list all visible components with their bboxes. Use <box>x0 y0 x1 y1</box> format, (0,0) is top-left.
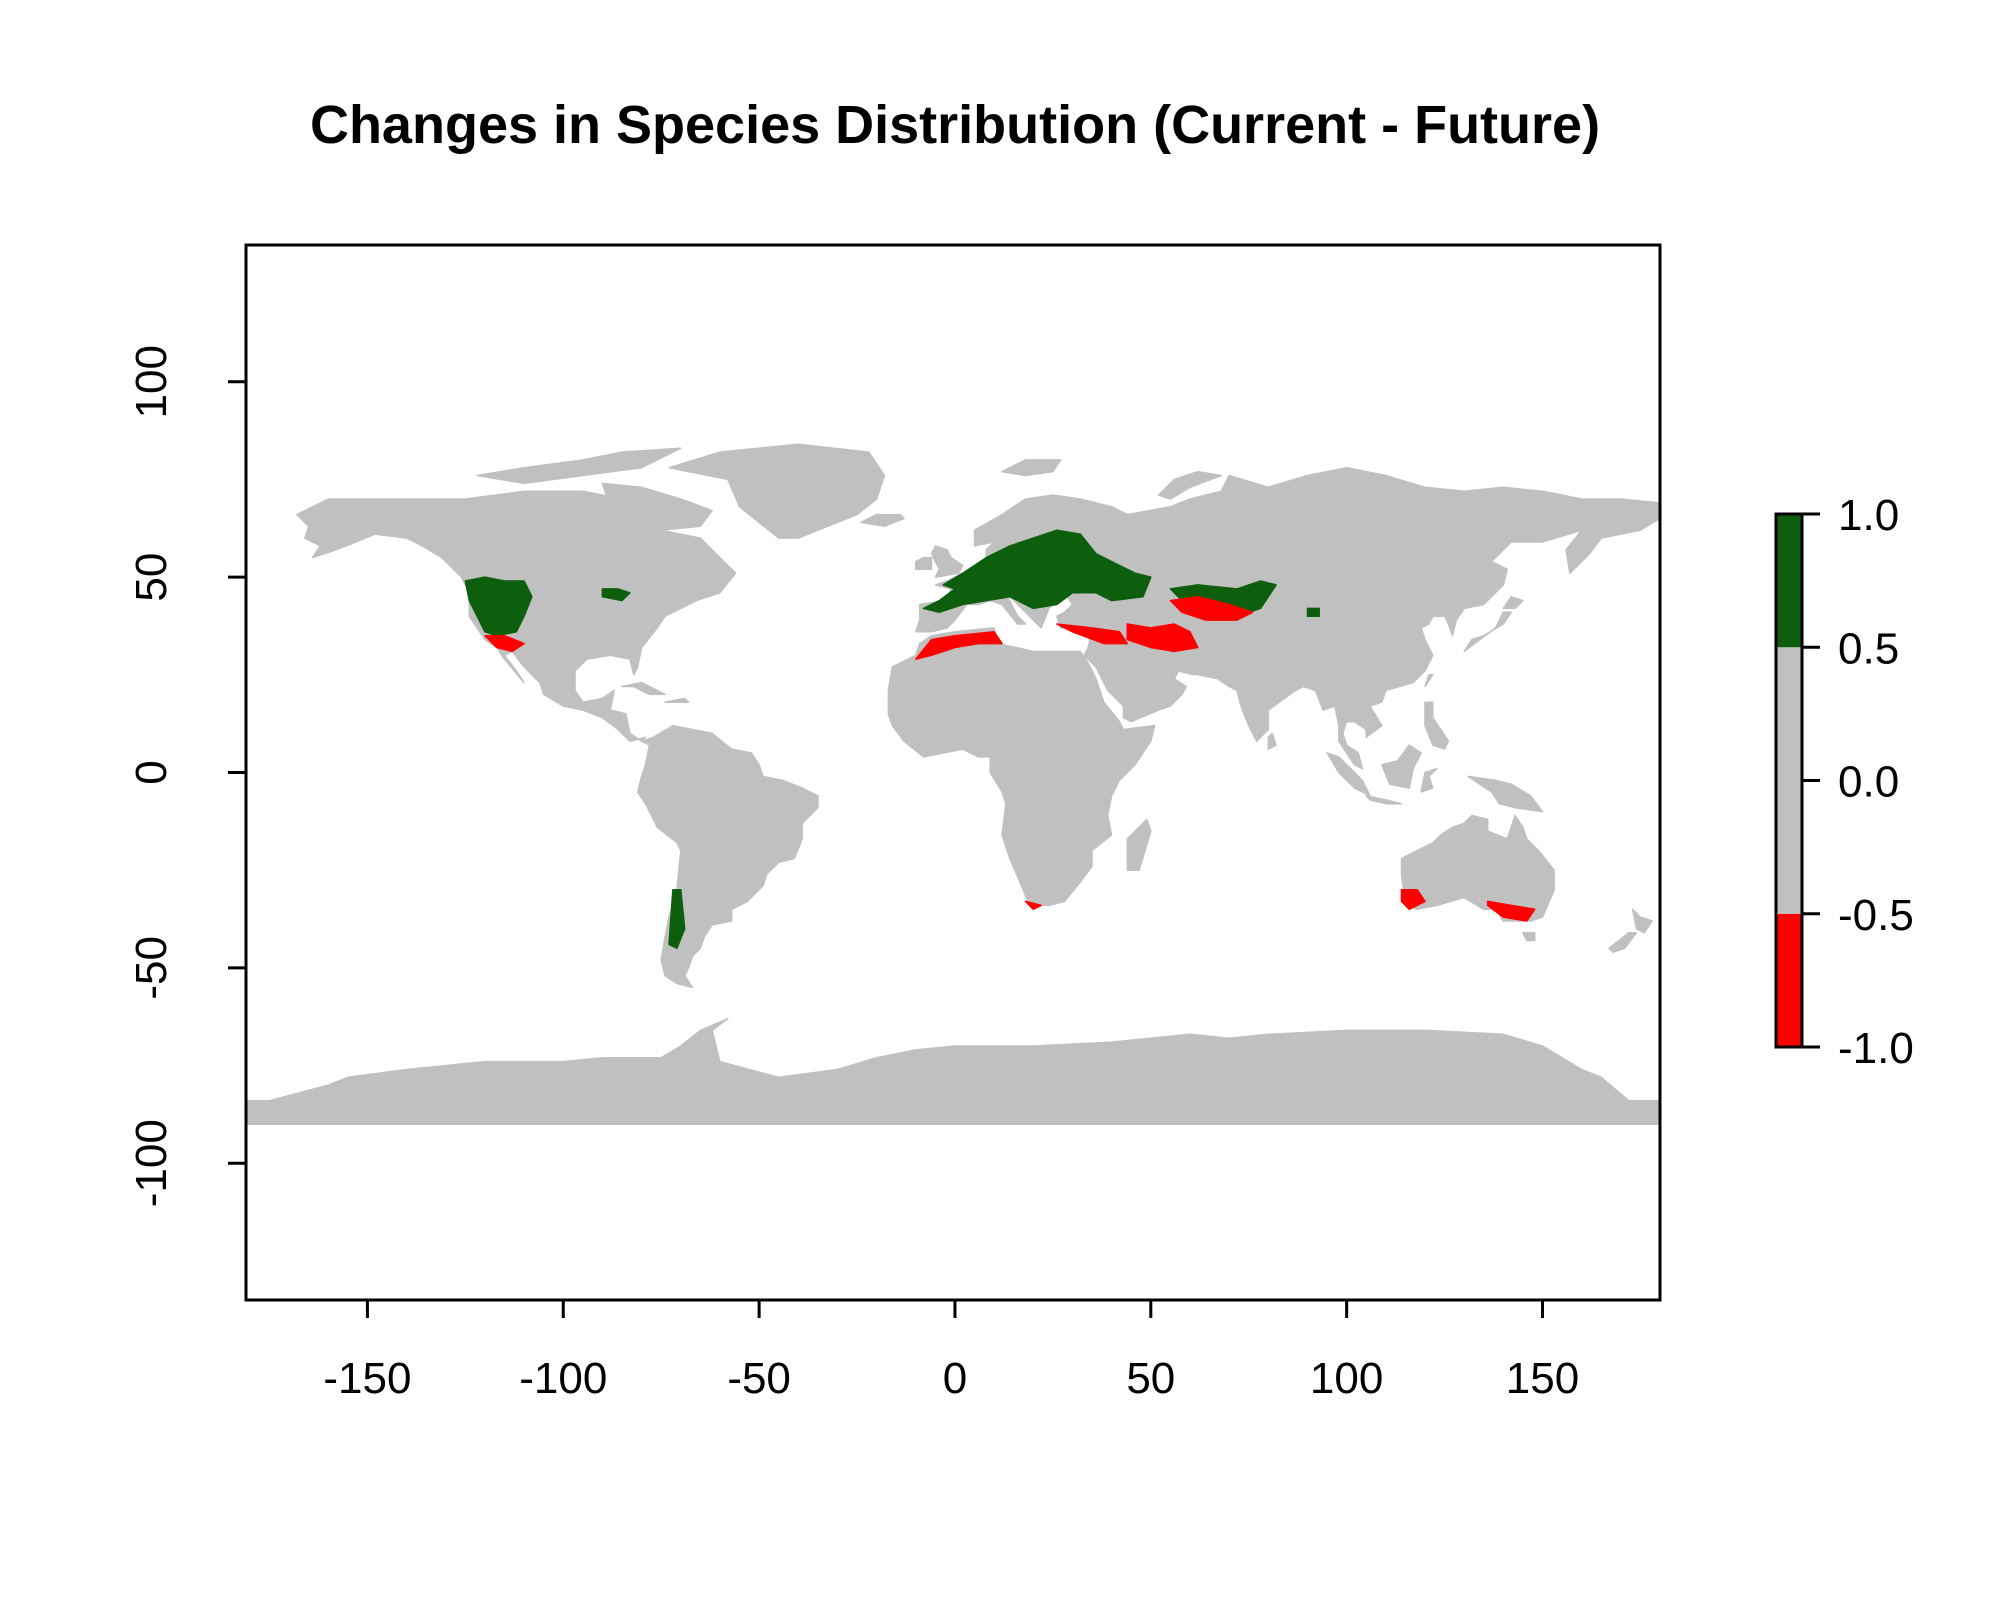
y-tick-label: 50 <box>127 553 176 602</box>
loss-se-australia <box>1486 900 1536 922</box>
land-tasmania <box>1522 931 1536 942</box>
land-hokkaido <box>1502 595 1524 610</box>
loss-iran <box>1126 623 1199 653</box>
x-tick-label: 150 <box>1506 1354 1579 1403</box>
land-cuba <box>621 681 666 696</box>
y-tick-label: 0 <box>127 760 176 784</box>
gain-layer <box>464 529 1320 950</box>
plot-frame <box>244 243 1662 1302</box>
x-tick-label: -150 <box>323 1354 411 1403</box>
land-taiwan <box>1424 674 1434 688</box>
x-tick-label: 100 <box>1310 1354 1383 1403</box>
land-hispaniola <box>664 697 690 703</box>
legend-tick-label: 1.0 <box>1838 491 1899 540</box>
legend-bin-no-change <box>1776 647 1802 914</box>
loss-north-africa <box>915 631 1003 660</box>
legend-bin-gain <box>1776 514 1802 648</box>
land-arctic-islands <box>476 447 682 485</box>
land-new-zealand-south <box>1608 931 1638 953</box>
land-svalbard <box>1001 459 1062 477</box>
land-sri-lanka <box>1267 732 1277 750</box>
land-ireland <box>915 556 933 571</box>
x-tick-label: -50 <box>727 1354 791 1403</box>
land-baffin-island <box>601 482 713 531</box>
land-new-guinea <box>1467 775 1544 813</box>
land-layer <box>246 443 1660 1125</box>
legend-tick-label: 0.5 <box>1838 624 1899 673</box>
legend-tick-label: -1.0 <box>1838 1024 1914 1073</box>
loss-southwest-usa <box>484 634 525 653</box>
land-britain <box>930 545 964 578</box>
loss-central-asia <box>1169 595 1254 621</box>
loss-sw-australia <box>1400 888 1426 911</box>
gain-mongolia-patch <box>1306 607 1320 617</box>
legend: 1.0 0.5 0.0 -0.5 -1.0 <box>1774 491 1914 1073</box>
land-iceland <box>860 513 905 528</box>
x-tick-label: -100 <box>519 1354 607 1403</box>
map-plot-area <box>246 443 1660 1125</box>
loss-layer <box>484 595 1536 922</box>
y-tick-label: -50 <box>127 936 176 1000</box>
land-new-zealand-north <box>1631 908 1653 934</box>
loss-anatolia <box>1056 623 1129 645</box>
land-philippines <box>1424 701 1450 750</box>
gain-europe <box>922 529 1152 614</box>
x-tick-label: 0 <box>943 1354 967 1403</box>
land-novaya-zemlya <box>1157 470 1223 500</box>
land-sumatra <box>1326 752 1371 797</box>
land-australia <box>1400 814 1555 922</box>
legend-tick-label: 0.0 <box>1838 758 1899 807</box>
y-tick-label: -100 <box>127 1119 176 1207</box>
legend-tick-label: -0.5 <box>1838 891 1914 940</box>
loss-south-africa <box>1024 900 1042 911</box>
land-south-america <box>636 724 819 989</box>
gain-western-usa <box>464 576 533 637</box>
gain-great-lakes <box>601 588 631 602</box>
land-madagascar <box>1126 818 1152 871</box>
land-africa <box>887 627 1156 907</box>
x-axis: -150 -100 -50 0 50 100 150 <box>323 1298 1579 1403</box>
land-japan <box>1463 611 1512 653</box>
land-java <box>1365 795 1403 805</box>
land-sulawesi <box>1420 767 1438 793</box>
legend-bin-loss <box>1776 913 1802 1047</box>
land-greenland <box>668 443 886 539</box>
land-borneo <box>1381 744 1422 789</box>
land-antarctica <box>246 1017 1660 1125</box>
chart-title: Changes in Species Distribution (Current… <box>310 95 1600 155</box>
x-tick-label: 50 <box>1126 1354 1175 1403</box>
y-tick-label: 100 <box>127 345 176 418</box>
gain-andes <box>668 888 686 950</box>
y-axis: -100 -50 0 50 100 <box>127 345 248 1207</box>
